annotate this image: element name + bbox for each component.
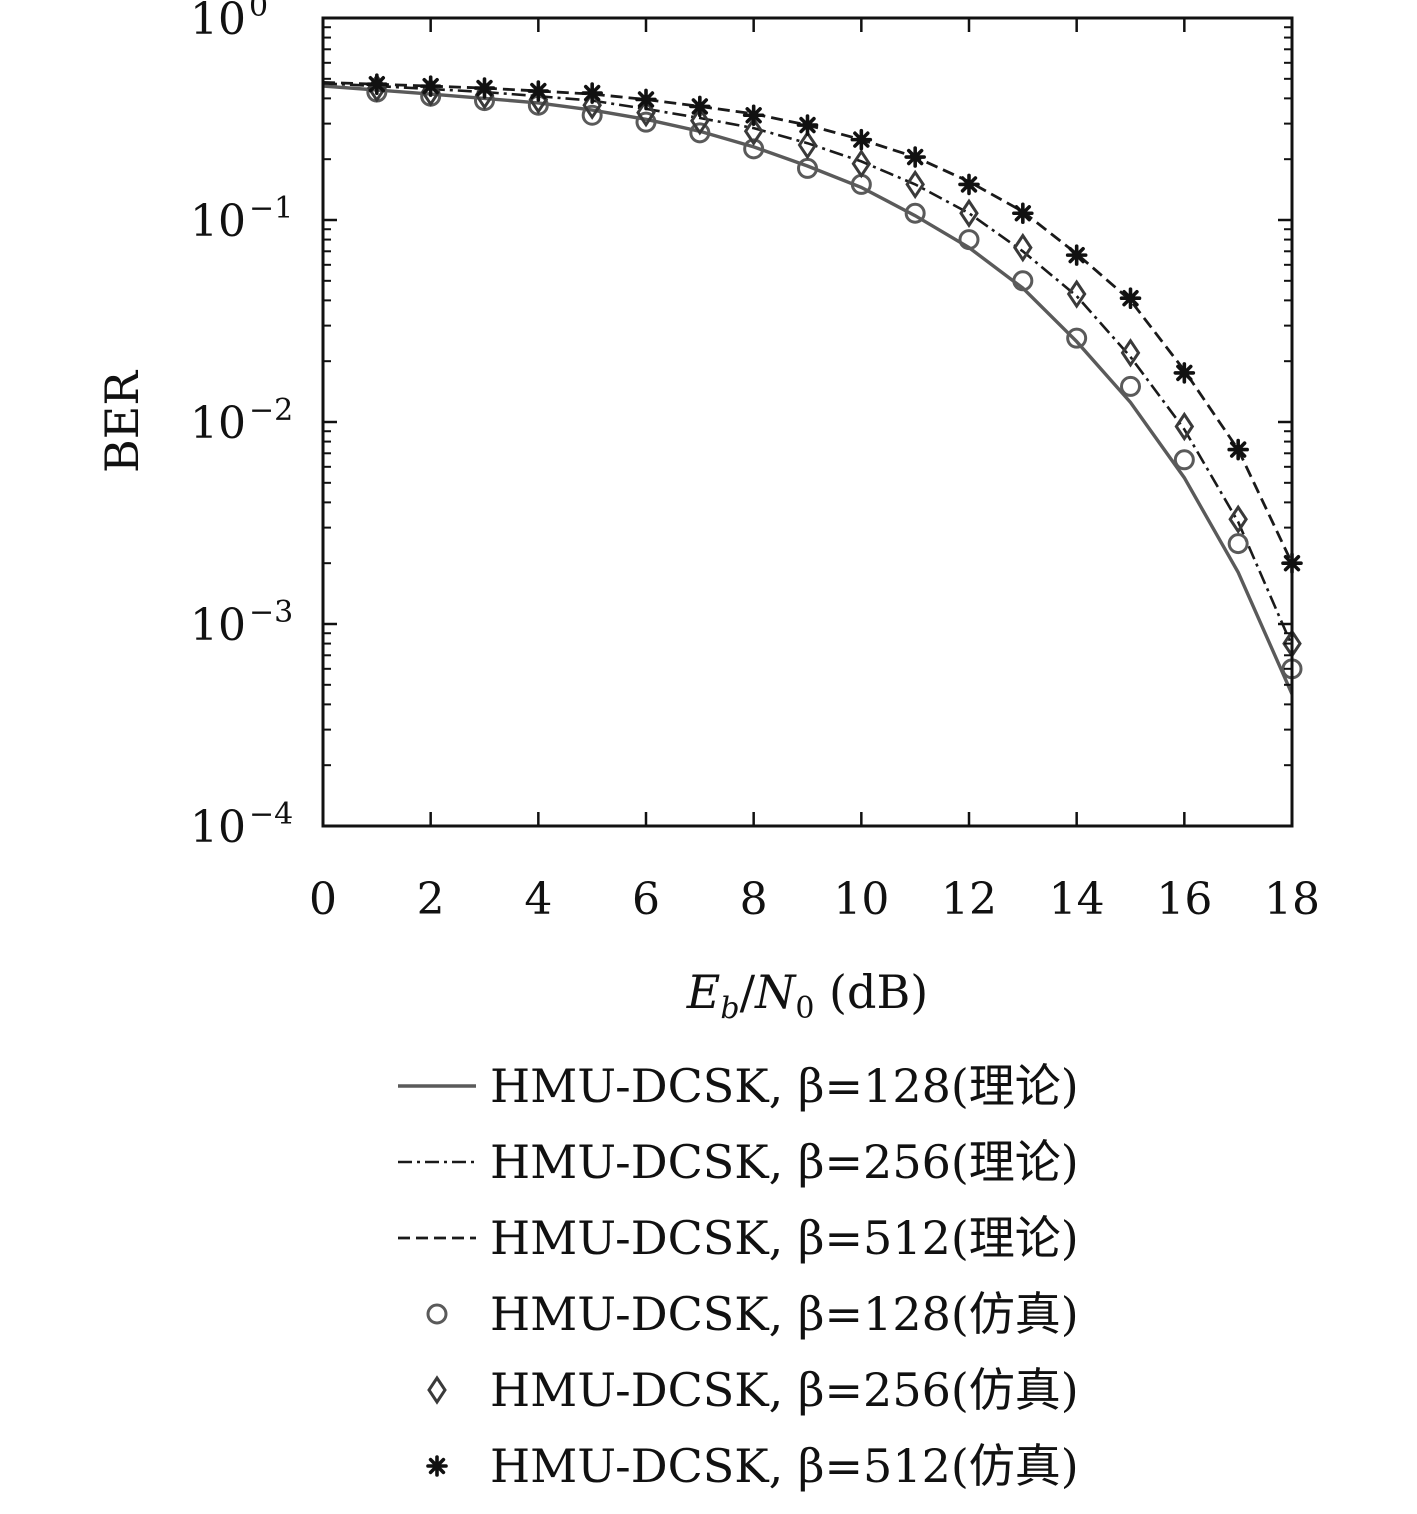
y-tick-exponent: 0 bbox=[249, 0, 268, 24]
x-tick-label: 8 bbox=[740, 874, 768, 925]
y-tick-exponent: −1 bbox=[249, 191, 293, 226]
x-tick-label: 6 bbox=[632, 874, 660, 925]
x-tick-label: 2 bbox=[417, 874, 445, 925]
series-6 bbox=[366, 73, 1303, 574]
series-6-point bbox=[1227, 438, 1249, 461]
y-tick-label: 10 bbox=[190, 600, 246, 651]
series-4-point bbox=[1012, 270, 1034, 292]
legend-item-2: HMU-DCSK, β=256(理论) bbox=[398, 1135, 1079, 1189]
series-5-point bbox=[582, 90, 602, 120]
plot-marks bbox=[322, 73, 1303, 695]
x-tick-label: 4 bbox=[524, 874, 552, 925]
series-6-point bbox=[1173, 362, 1196, 384]
series-4-point bbox=[635, 111, 657, 133]
series-5-point bbox=[905, 169, 925, 200]
x-tick-label: 16 bbox=[1156, 874, 1212, 925]
legend-marker bbox=[426, 1455, 448, 1477]
series-6-point bbox=[527, 80, 550, 102]
legend-label: HMU-DCSK, β=512(仿真) bbox=[490, 1439, 1079, 1493]
x-tick-label: 14 bbox=[1049, 874, 1105, 925]
legend-item-3: HMU-DCSK, β=512(理论) bbox=[398, 1211, 1079, 1265]
y-tick-label: 10 bbox=[190, 802, 246, 853]
series-4-point bbox=[743, 138, 765, 160]
series-6-point bbox=[689, 95, 711, 118]
legend-item-4: HMU-DCSK, β=128(仿真) bbox=[426, 1287, 1079, 1341]
legend-marker bbox=[427, 1375, 447, 1405]
series-5-point bbox=[797, 130, 818, 160]
series-6-point bbox=[1065, 244, 1088, 266]
legend: HMU-DCSK, β=128(理论) HMU-DCSK, β=256(理论) HM… bbox=[398, 1059, 1079, 1493]
x-tick-label: 0 bbox=[309, 874, 337, 925]
series-4 bbox=[366, 81, 1303, 680]
legend-label: HMU-DCSK, β=256(理论) bbox=[490, 1135, 1079, 1189]
series-5-point bbox=[851, 148, 872, 179]
x-tick-label: 12 bbox=[941, 874, 997, 925]
legend-item-6: HMU-DCSK, β=512(仿真) bbox=[426, 1439, 1079, 1493]
series-4-point bbox=[1173, 449, 1195, 471]
y-axis-title: BER bbox=[95, 370, 149, 473]
series-2 bbox=[322, 82, 1294, 647]
plot-frame bbox=[321, 16, 1294, 828]
series-6-point bbox=[473, 77, 496, 99]
series-4-point bbox=[958, 229, 980, 251]
series-4-point bbox=[689, 122, 711, 144]
series-4-point bbox=[1066, 327, 1088, 349]
y-tick-label: 10 bbox=[190, 0, 246, 45]
series-5-point bbox=[959, 198, 979, 228]
legend-label: HMU-DCSK, β=128(理论) bbox=[490, 1059, 1079, 1113]
series-6-point bbox=[742, 104, 765, 127]
series-5-point bbox=[743, 116, 764, 146]
y-tick-exponent: −2 bbox=[249, 393, 293, 428]
series-6-point bbox=[581, 82, 603, 104]
x-axis-title: Eb/N0 (dB) bbox=[686, 965, 928, 1026]
legend-label: HMU-DCSK, β=256(仿真) bbox=[490, 1363, 1079, 1417]
series-5-point bbox=[1228, 504, 1248, 534]
y-tick-label: 10 bbox=[190, 196, 246, 247]
series-5 bbox=[367, 73, 1302, 659]
legend-label: HMU-DCSK, β=128(仿真) bbox=[490, 1287, 1079, 1341]
series-5-point bbox=[1174, 411, 1195, 442]
series-6-point bbox=[904, 146, 926, 168]
series-2-line bbox=[322, 82, 1294, 647]
series-6-point bbox=[958, 173, 980, 196]
y-tick-exponent: −4 bbox=[249, 797, 293, 832]
axis-ticks bbox=[321, 16, 1294, 828]
series-5-point bbox=[690, 106, 710, 136]
series-4-point bbox=[581, 104, 603, 126]
x-tick-labels: 0 2 4 6 8 10 12 14 16 18 bbox=[309, 874, 1320, 925]
x-tick-label: 10 bbox=[833, 874, 889, 925]
series-6-point bbox=[1012, 202, 1034, 225]
series-6-point bbox=[419, 75, 442, 97]
legend-item-5: HMU-DCSK, β=256(仿真) bbox=[427, 1363, 1079, 1417]
y-tick-exponent: −3 bbox=[249, 595, 293, 630]
series-4-point bbox=[904, 202, 926, 224]
series-6-point bbox=[796, 114, 819, 136]
series-4-point bbox=[1120, 375, 1141, 397]
series-6-point bbox=[366, 73, 388, 96]
y-tick-label: 10 bbox=[190, 398, 246, 449]
series-6-point bbox=[635, 88, 657, 111]
series-5-point bbox=[1066, 279, 1087, 309]
legend-marker bbox=[426, 1303, 448, 1325]
series-5-point bbox=[1013, 232, 1033, 263]
series-6-point bbox=[850, 128, 873, 151]
series-5-point bbox=[636, 97, 656, 128]
x-tick-label: 18 bbox=[1264, 874, 1320, 925]
series-5-point bbox=[1120, 338, 1141, 368]
legend-item-1: HMU-DCSK, β=128(理论) bbox=[398, 1059, 1079, 1113]
legend-label: HMU-DCSK, β=512(理论) bbox=[490, 1211, 1079, 1265]
series-5-point bbox=[420, 77, 441, 107]
series-6-point bbox=[1119, 287, 1142, 310]
series-4-point bbox=[1227, 533, 1249, 555]
